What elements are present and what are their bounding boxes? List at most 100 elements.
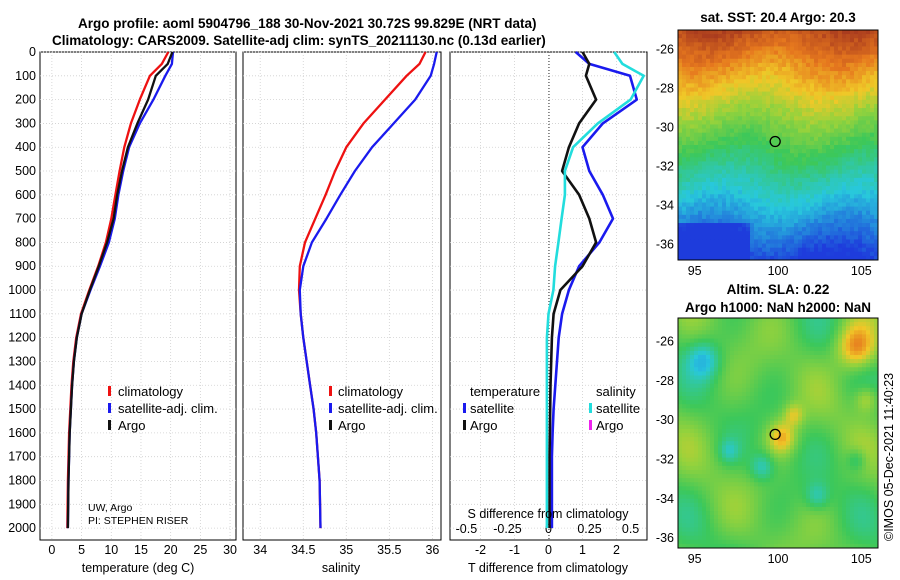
heatmap-cell [830, 235, 835, 240]
y-tick-label: 700 [15, 212, 36, 226]
heatmap-cell [850, 424, 855, 430]
heatmap-cell [682, 420, 687, 426]
heatmap-cell [838, 363, 843, 368]
heatmap-cell [762, 181, 767, 187]
heatmap-cell [766, 87, 771, 93]
heatmap-cell [710, 400, 715, 405]
heatmap-cell [798, 157, 803, 162]
heatmap-cell [694, 412, 699, 418]
heatmap-cell [754, 214, 759, 220]
heatmap-cell [802, 404, 807, 409]
heatmap-cell [726, 136, 731, 142]
heatmap-cell [822, 412, 827, 418]
heatmap-cell [770, 62, 775, 68]
heatmap-cell [838, 214, 843, 220]
heatmap-cell [702, 120, 707, 125]
heatmap-cell [846, 157, 851, 162]
heatmap-cell [682, 42, 687, 47]
heatmap-cell [782, 433, 787, 438]
heatmap-cell [750, 132, 755, 138]
heatmap-cell [770, 210, 775, 216]
heatmap-cell [778, 367, 783, 372]
heatmap-cell [710, 206, 715, 212]
heatmap-cell [830, 330, 835, 335]
heatmap-cell [854, 181, 859, 187]
heatmap-cell [766, 371, 771, 376]
heatmap-cell [778, 428, 783, 434]
heatmap-cell [810, 136, 815, 142]
heatmap-cell [750, 404, 755, 409]
heatmap-cell [706, 206, 711, 212]
heatmap-cell [702, 227, 707, 232]
heatmap-cell [806, 449, 811, 455]
heatmap-cell [786, 227, 791, 232]
heatmap-cell [870, 128, 875, 134]
heatmap-cell [750, 206, 755, 212]
heatmap-cell [754, 46, 759, 52]
heatmap-cell [762, 396, 767, 401]
heatmap-cell [686, 379, 691, 385]
heatmap-cell [846, 371, 851, 376]
heatmap-cell [754, 161, 759, 167]
heatmap-cell [790, 161, 795, 167]
heatmap-cell [810, 210, 815, 216]
heatmap-cell [762, 383, 767, 389]
heatmap-cell [874, 54, 879, 60]
heatmap-cell [774, 194, 779, 199]
heatmap-cell [678, 387, 683, 393]
heatmap-cell [694, 91, 699, 97]
heatmap-cell [754, 116, 759, 121]
heatmap-cell [730, 145, 735, 150]
heatmap-cell [830, 404, 835, 409]
heatmap-cell [682, 206, 687, 212]
heatmap-cell [718, 202, 723, 208]
heatmap-cell [834, 400, 839, 405]
heatmap-cell [802, 231, 807, 236]
heatmap-cell [734, 375, 739, 381]
heatmap-cell [758, 34, 763, 39]
heatmap-cell [858, 34, 863, 39]
heatmap-cell [774, 210, 779, 216]
heatmap-cell [774, 354, 779, 360]
heatmap-cell [794, 194, 799, 199]
heatmap-cell [874, 408, 879, 413]
heatmap-cell [746, 46, 751, 52]
heatmap-cell [818, 474, 823, 479]
x-tick-label: 5 [78, 543, 85, 557]
heatmap-cell [758, 461, 763, 467]
heatmap-cell [730, 132, 735, 138]
heatmap-cell [846, 34, 851, 39]
heatmap-cell [798, 326, 803, 331]
heatmap-cell [698, 124, 703, 130]
heatmap-cell [758, 145, 763, 150]
heatmap-cell [690, 247, 695, 253]
heatmap-cell [766, 235, 771, 240]
heatmap-cell [722, 375, 727, 381]
heatmap-cell [722, 62, 727, 68]
heatmap-cell [702, 181, 707, 187]
heatmap-cell [758, 50, 763, 56]
heatmap-cell [866, 457, 871, 463]
heatmap-cell [794, 83, 799, 88]
heatmap-cell [814, 54, 819, 60]
heatmap-cell [850, 445, 855, 450]
heatmap-cell [742, 227, 747, 232]
heatmap-cell [830, 190, 835, 195]
heatmap-cell [830, 198, 835, 203]
heatmap-cell [794, 474, 799, 479]
heatmap-cell [866, 400, 871, 405]
heatmap-cell [842, 420, 847, 426]
heatmap-cell [738, 161, 743, 167]
heatmap-cell [678, 87, 683, 93]
heatmap-cell [718, 91, 723, 97]
heatmap-cell [710, 453, 715, 459]
heatmap-cell [734, 247, 739, 253]
heatmap-cell [678, 461, 683, 467]
heatmap-cell [854, 210, 859, 216]
heatmap-cell [802, 177, 807, 183]
heatmap-cell [834, 387, 839, 393]
heatmap-cell [746, 157, 751, 162]
heatmap-cell [814, 145, 819, 150]
heatmap-cell [854, 437, 859, 442]
heatmap-cell [822, 91, 827, 97]
